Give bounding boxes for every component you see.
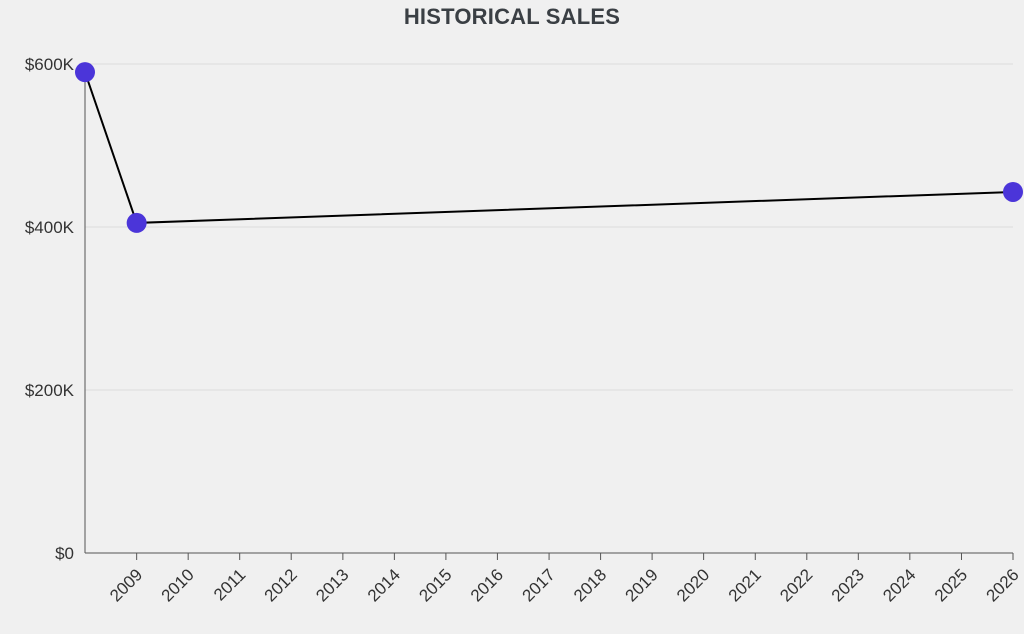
x-tick-label: 2025 [931, 565, 971, 605]
data-point [1003, 181, 1023, 202]
series-line [84, 71, 1014, 224]
x-tick-label: 2009 [106, 565, 146, 605]
x-tick-label: 2010 [158, 565, 198, 605]
x-tick-label: 2019 [622, 565, 662, 605]
x-tick-label: 2021 [725, 565, 765, 605]
chart-title: HISTORICAL SALES [403, 4, 621, 29]
x-tick-label: 2015 [415, 565, 455, 605]
x-tick-label: 2026 [982, 565, 1022, 605]
x-tick-label: 2012 [261, 565, 301, 605]
y-tick-label: $400K [25, 218, 75, 237]
y-tick-label: $0 [55, 544, 74, 563]
x-tick-label: 2018 [570, 565, 610, 605]
y-tick-label: $200K [25, 381, 75, 400]
y-tick-label: $600K [25, 55, 75, 74]
x-tick-label: 2013 [312, 565, 352, 605]
data-point [126, 212, 147, 233]
x-tick-label: 2011 [210, 565, 249, 604]
x-tick-label: 2014 [364, 565, 404, 605]
x-tick-label: 2023 [828, 565, 868, 605]
data-point [75, 62, 95, 83]
x-tick-label: 2020 [673, 565, 713, 605]
x-tick-label: 2016 [467, 565, 507, 605]
x-tick-label: 2017 [519, 565, 559, 605]
x-tick-label: 2024 [879, 565, 919, 605]
x-tick-label: 2022 [776, 565, 816, 605]
